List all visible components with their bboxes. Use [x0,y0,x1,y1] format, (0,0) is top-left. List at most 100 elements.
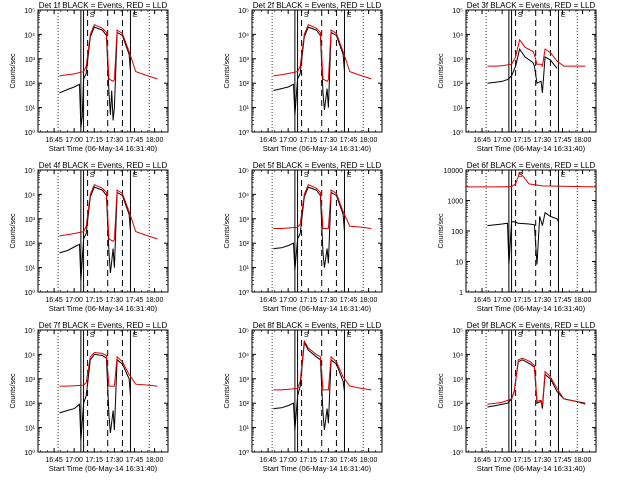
x-tick-label: 17:30 [320,297,338,304]
series-events-line [487,359,586,409]
x-tick-label: 17:15 [300,297,318,304]
marker-label: S [304,12,309,19]
y-tick-label: 10² [453,81,464,88]
y-axis-label: Counts/sec [224,373,231,409]
series-events-line [59,26,131,128]
x-tick-label: 18:00 [574,297,592,304]
y-tick-label: 10000 [444,168,464,175]
plot-frame [251,9,383,133]
x-axis-label: Start Time (06-May-14 16:31:40) [49,304,158,313]
x-tick-label: 18:00 [574,457,592,464]
y-tick-label: 10⁵ [452,8,463,15]
marker-label: S [304,172,309,179]
marker-label: S [518,12,523,19]
y-axis-label: Counts/sec [438,213,445,249]
series-events-line [487,211,559,265]
y-axis-label: Counts/sec [224,213,231,249]
y-axis-label: Counts/sec [438,373,445,409]
marker-label: E [133,12,138,19]
marker-label: E [347,172,352,179]
y-tick-label: 10² [239,241,250,248]
y-tick-label: 10⁴ [24,32,35,39]
x-tick-label: 17:30 [534,457,552,464]
series-lld-line [273,24,372,82]
x-axis-label: Start Time (06-May-14 16:31:40) [49,144,158,153]
panel-det-8f: Det 8f BLACK = Events, RED = LLD 10⁰ 10¹ 10… [224,321,383,473]
y-tick-label: 10¹ [25,426,36,433]
plot-frame [465,9,597,133]
series-lld-line [273,339,372,391]
x-tick-label: 17:45 [340,457,358,464]
x-tick-label: 17:30 [106,457,124,464]
plot-frame [37,169,169,293]
x-tick-label: 17:30 [534,297,552,304]
plot-frame [251,329,383,453]
x-axis-label: Start Time (06-May-14 16:31:40) [477,304,586,313]
marker-label: S [90,12,95,19]
y-tick-label: 10¹ [239,106,250,113]
x-tick-label: 17:30 [320,137,338,144]
y-tick-label: 10⁰ [452,449,463,457]
series-lld-line [59,351,158,387]
y-tick-label: 10² [239,401,250,408]
y-tick-label: 10³ [25,377,36,384]
x-tick-label: 17:30 [106,137,124,144]
x-axis-label: Start Time (06-May-14 16:31:40) [477,144,586,153]
x-tick-label: 17:15 [300,137,318,144]
x-tick-label: 17:45 [340,137,358,144]
x-tick-label: 17:15 [514,457,532,464]
panel-title: Det 9f BLACK = Events, RED = LLD [467,321,596,330]
marker-label: S [90,172,95,179]
x-tick-label: 18:00 [360,457,378,464]
panel-title: Det 4f BLACK = Events, RED = LLD [39,161,168,170]
marker-label: E [561,12,566,19]
y-tick-label: 10⁵ [452,328,463,335]
y-tick-label: 10¹ [453,426,464,433]
x-tick-label: 18:00 [146,137,164,144]
y-tick-label: 10¹ [25,266,36,273]
y-tick-label: 10⁵ [24,328,35,335]
x-tick-label: 17:45 [554,137,572,144]
panel-det-6f: Det 6f BLACK = Events, RED = LLD 1 10 100 10… [438,161,597,313]
y-tick-label: 10⁴ [452,352,463,359]
y-tick-label: 10³ [25,57,36,64]
y-tick-label: 10⁵ [24,168,35,175]
y-tick-label: 10⁴ [24,352,35,359]
marker-label: E [133,172,138,179]
y-tick-label: 10³ [453,377,464,384]
series-events-line [487,47,558,93]
x-tick-label: 17:00 [65,457,83,464]
x-tick-label: 17:30 [106,297,124,304]
y-tick-label: 10³ [239,217,250,224]
x-tick-label: 16:45 [473,137,491,144]
y-tick-label: 10⁵ [238,168,249,175]
y-tick-label: 10⁴ [24,192,35,199]
x-tick-label: 17:15 [514,297,532,304]
x-tick-label: 17:45 [554,457,572,464]
marker-label: E [347,332,352,339]
series-lld-line [466,172,597,188]
x-tick-label: 18:00 [574,137,592,144]
y-tick-label: 10⁴ [238,352,249,359]
x-tick-label: 16:45 [259,137,277,144]
x-tick-label: 18:00 [146,297,164,304]
x-tick-label: 17:45 [340,297,358,304]
x-tick-label: 17:15 [300,457,318,464]
y-tick-label: 10⁰ [452,129,463,137]
x-tick-label: 16:45 [259,297,277,304]
y-tick-label: 10² [25,81,36,88]
y-tick-label: 10¹ [239,426,250,433]
x-tick-label: 17:00 [279,457,297,464]
panel-det-3f: Det 3f BLACK = Events, RED = LLD 10⁰ 10¹ 10… [438,1,597,153]
y-tick-label: 10³ [239,57,250,64]
x-tick-label: 18:00 [360,137,378,144]
y-tick-label: 10⁰ [238,449,249,457]
y-tick-label: 1000 [447,199,463,206]
plot-frame [465,329,597,453]
plot-frame [37,329,169,453]
y-tick-label: 10⁵ [238,328,249,335]
x-tick-label: 17:45 [126,137,144,144]
y-tick-label: 10⁰ [24,289,35,297]
